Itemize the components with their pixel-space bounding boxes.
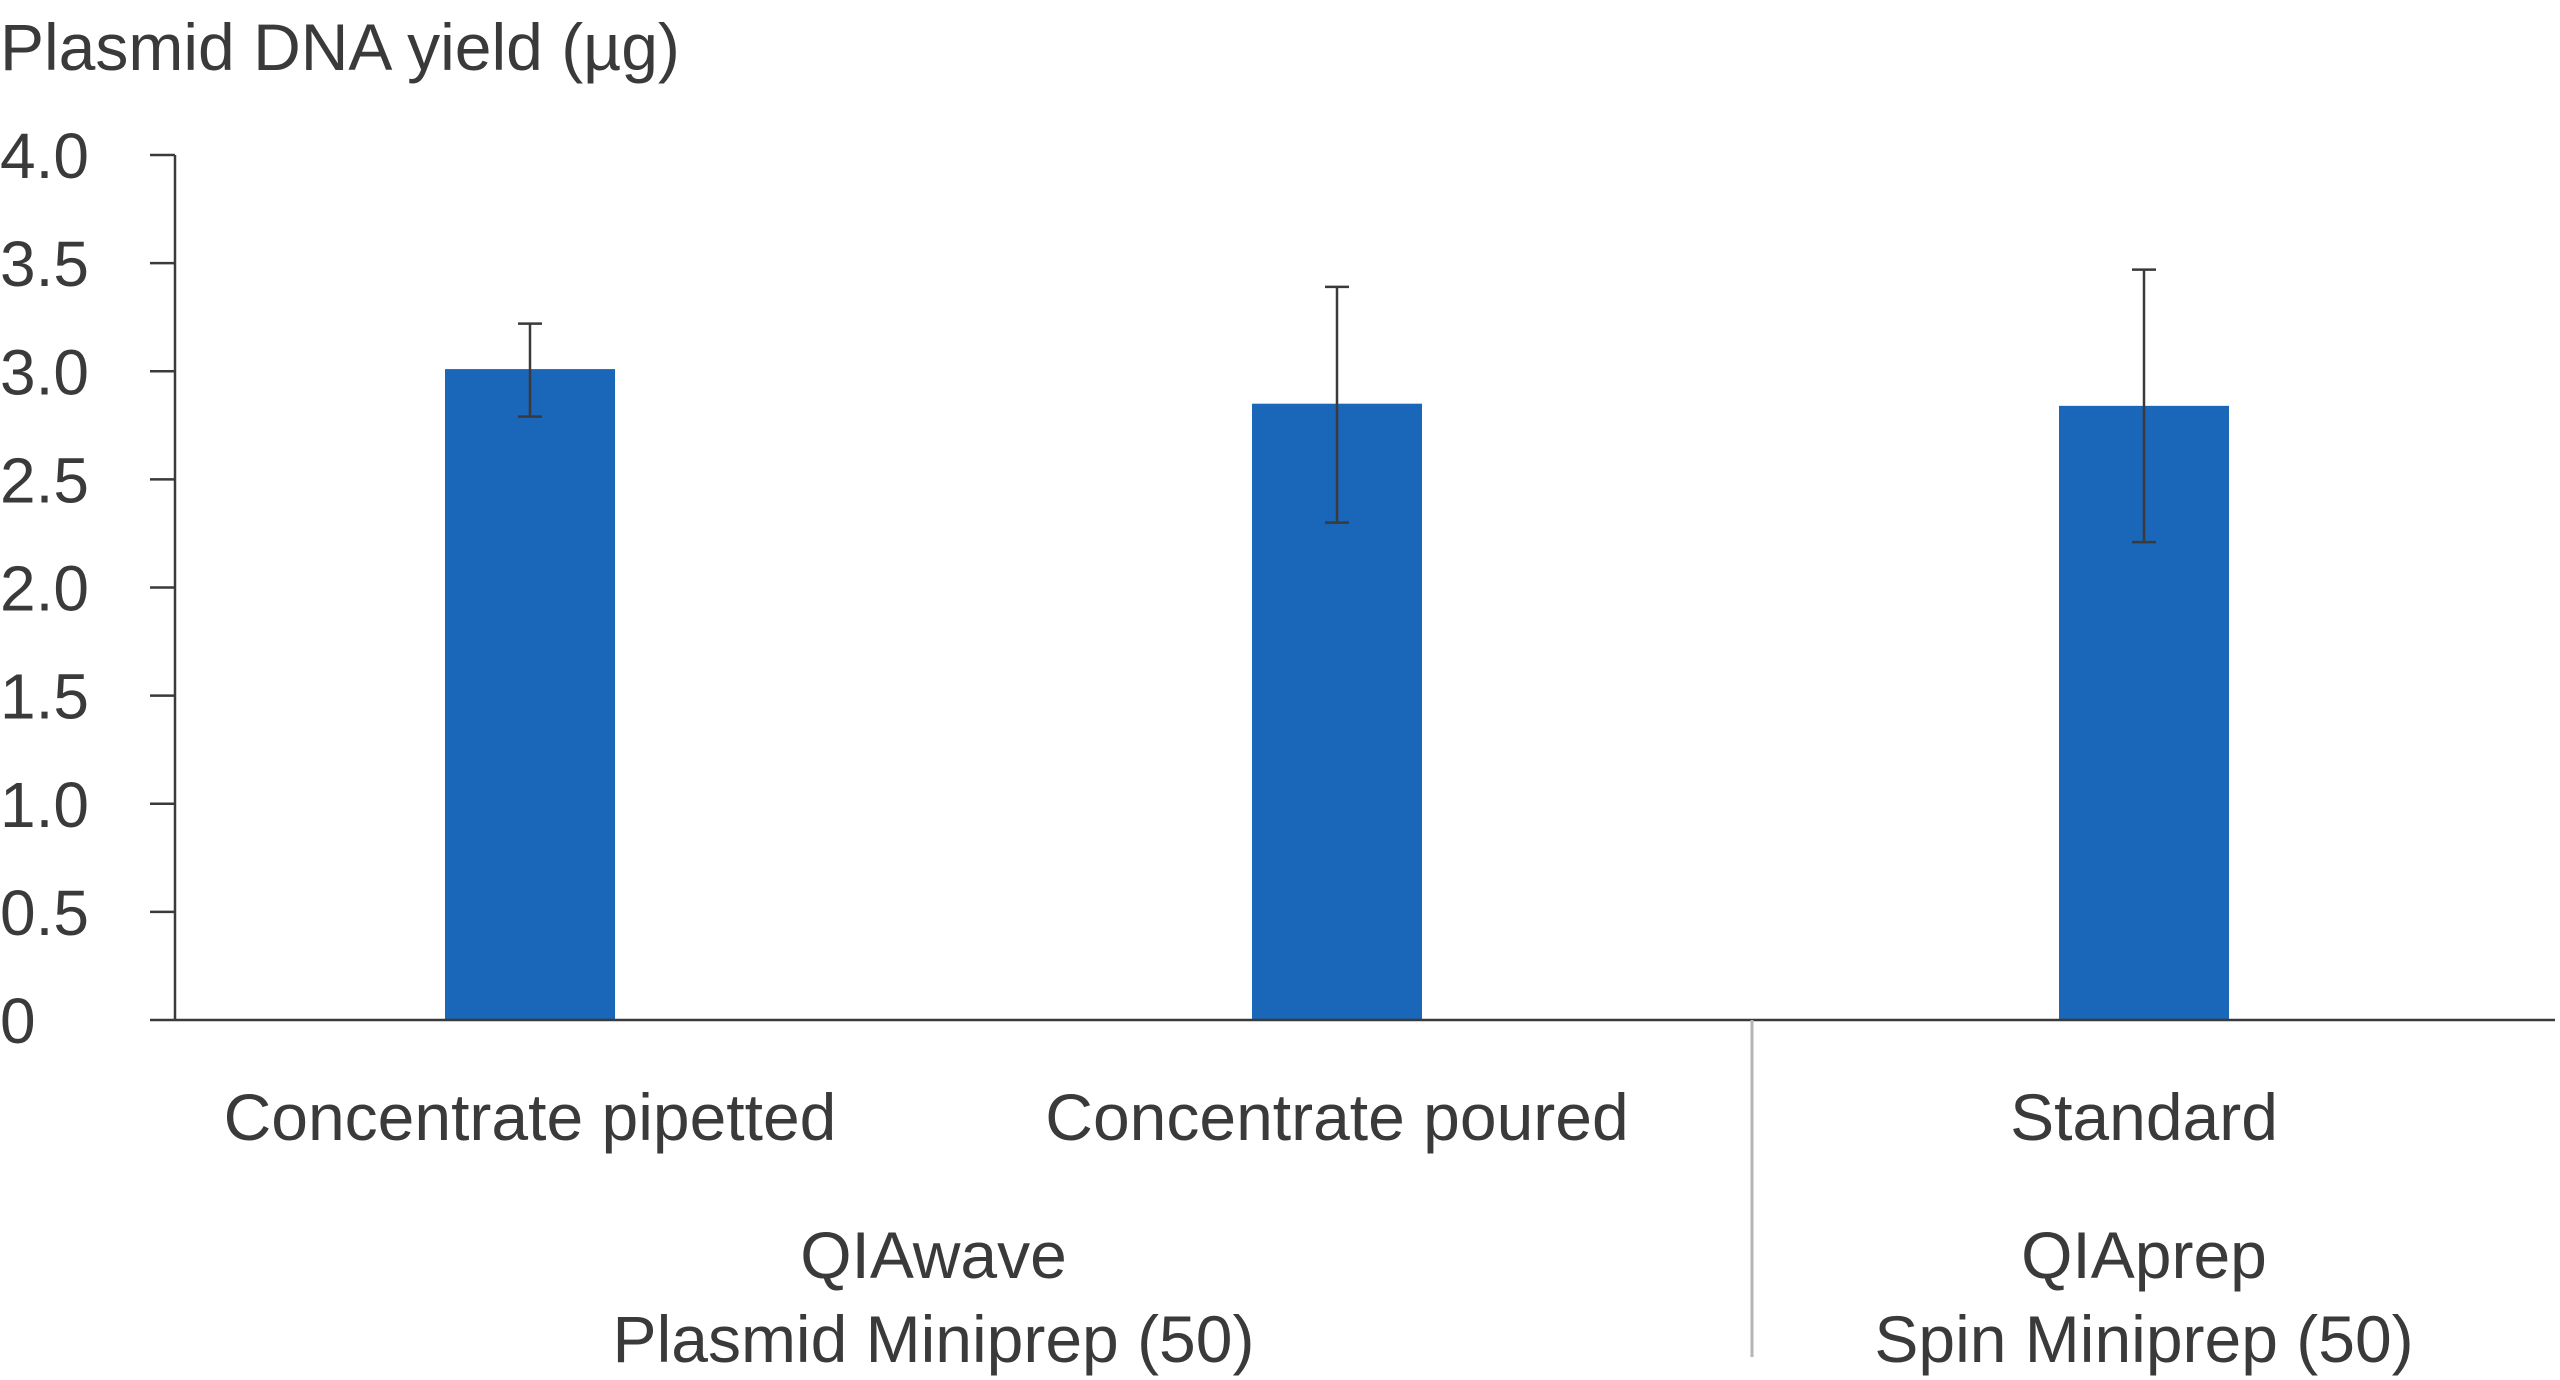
y-tick-label: 3.5 xyxy=(0,228,89,300)
x-axis: Concentrate pipetted Concentrate poured St… xyxy=(175,1018,2555,1357)
group-label-line1: QIAprep xyxy=(2021,1218,2267,1292)
error-bar xyxy=(1325,285,1349,524)
group-label-line1: QIAwave xyxy=(800,1218,1067,1292)
y-tick-label: 2.5 xyxy=(0,444,89,516)
error-bars xyxy=(518,268,2156,544)
group-label-line2: Spin Miniprep (50) xyxy=(1874,1302,2413,1376)
y-axis: 0 0.5 1.0 1.5 2.0 2.5 3.0 3.5 4.0 xyxy=(0,120,177,1057)
y-axis-title: Plasmid DNA yield (µg) xyxy=(0,10,680,84)
group-label-line2: Plasmid Miniprep (50) xyxy=(613,1302,1255,1376)
x-category-label: Standard xyxy=(2010,1080,2278,1154)
x-category-label: Concentrate poured xyxy=(1045,1080,1628,1154)
x-category-label: Concentrate pipetted xyxy=(224,1080,837,1154)
group-labels: QIAwave Plasmid Miniprep (50) QIAprep Spin … xyxy=(613,1218,2414,1376)
y-tick-label: 0 xyxy=(0,985,36,1057)
bars xyxy=(445,369,2229,1021)
bar xyxy=(445,369,615,1020)
y-tick-label: 3.0 xyxy=(0,336,89,408)
y-tick-label: 4.0 xyxy=(0,120,89,192)
y-tick-label: 1.0 xyxy=(0,769,89,841)
y-tick-label: 0.5 xyxy=(0,877,89,949)
y-tick-label: 1.5 xyxy=(0,661,89,733)
error-bar xyxy=(518,322,542,418)
y-tick-label: 2.0 xyxy=(0,553,89,625)
error-bar xyxy=(2132,268,2156,544)
